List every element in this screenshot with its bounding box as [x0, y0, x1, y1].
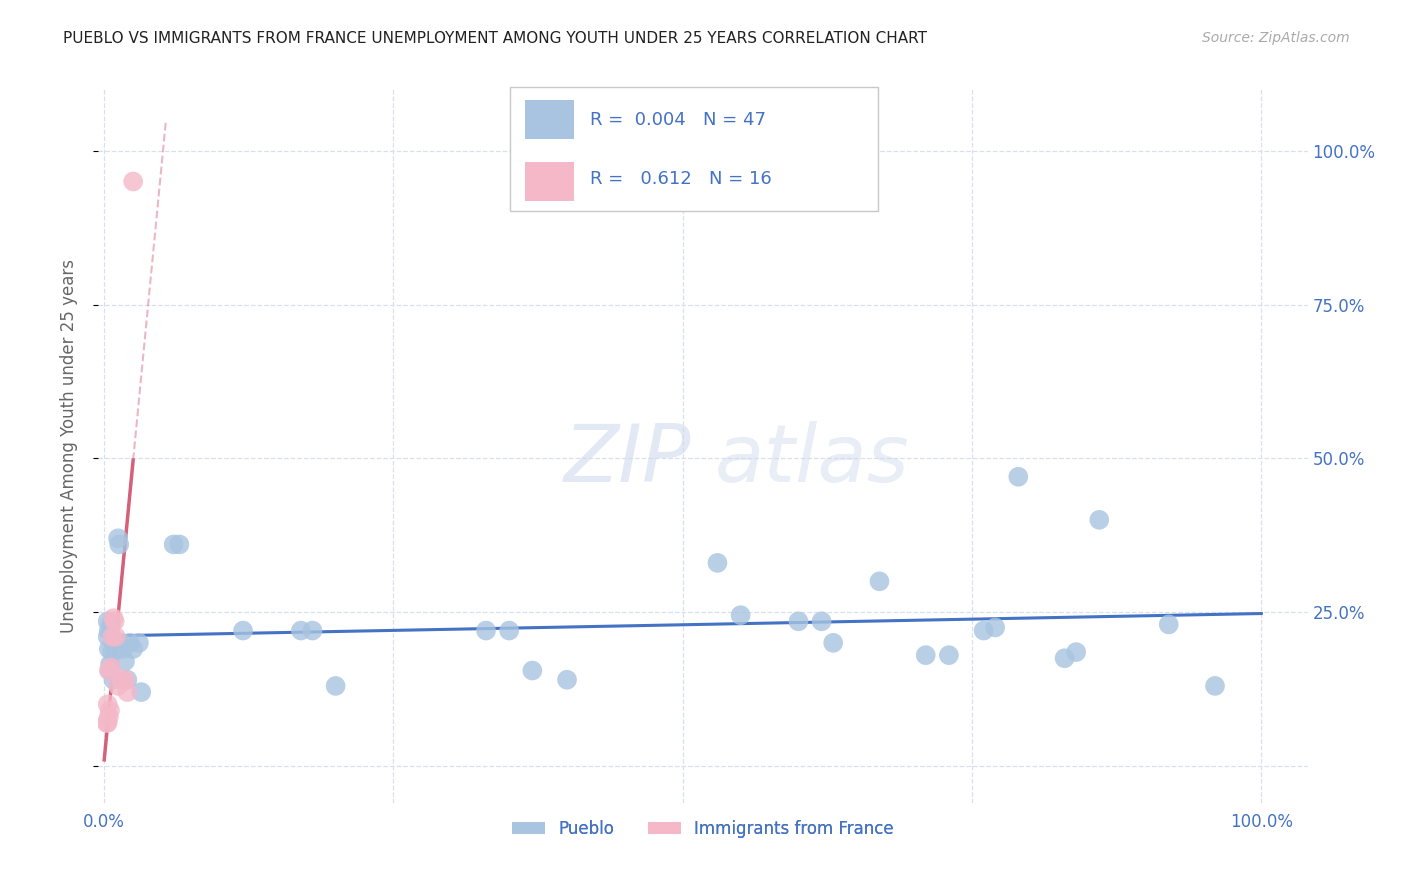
Point — [110, 673, 132, 687]
Point — [1007, 469, 1029, 483]
Point — [104, 630, 127, 644]
Point — [97, 642, 120, 657]
Point — [1053, 651, 1076, 665]
Point — [97, 624, 120, 638]
Point — [706, 556, 728, 570]
Point — [122, 174, 145, 188]
Point — [98, 664, 121, 678]
Point — [97, 698, 120, 712]
Point — [914, 648, 936, 662]
Legend: Pueblo, Immigrants from France: Pueblo, Immigrants from France — [505, 814, 901, 845]
Point — [104, 636, 127, 650]
Point — [823, 636, 845, 650]
Point — [1088, 513, 1111, 527]
Point — [104, 642, 127, 657]
Point — [96, 715, 118, 730]
Text: R =  0.004   N = 47: R = 0.004 N = 47 — [589, 111, 766, 128]
Point — [730, 608, 752, 623]
Point — [97, 715, 120, 730]
Point — [114, 673, 136, 687]
Point — [301, 624, 323, 638]
Point — [128, 636, 150, 650]
Point — [1064, 645, 1087, 659]
Point — [103, 611, 125, 625]
Point — [475, 624, 498, 638]
Point — [938, 648, 960, 662]
Point — [101, 630, 124, 644]
FancyBboxPatch shape — [510, 87, 879, 211]
Point — [103, 673, 125, 687]
Point — [110, 636, 132, 650]
Point — [522, 664, 544, 678]
Bar — [526, 162, 575, 202]
Point — [101, 645, 124, 659]
Text: ZIP: ZIP — [564, 421, 690, 500]
Point — [108, 537, 131, 551]
Point — [107, 679, 129, 693]
Point — [98, 657, 121, 672]
Point — [117, 673, 139, 687]
Point — [162, 537, 184, 551]
Point — [100, 660, 122, 674]
Point — [97, 630, 120, 644]
Point — [129, 685, 152, 699]
Text: R =   0.612   N = 16: R = 0.612 N = 16 — [589, 170, 772, 188]
Point — [787, 615, 810, 629]
Point — [169, 537, 191, 551]
Point — [107, 531, 129, 545]
Point — [232, 624, 254, 638]
Point — [118, 636, 141, 650]
Text: PUEBLO VS IMMIGRANTS FROM FRANCE UNEMPLOYMENT AMONG YOUTH UNDER 25 YEARS CORRELA: PUEBLO VS IMMIGRANTS FROM FRANCE UNEMPLO… — [63, 31, 928, 46]
Y-axis label: Unemployment Among Youth under 25 years: Unemployment Among Youth under 25 years — [59, 259, 77, 633]
Point — [498, 624, 520, 638]
Point — [1157, 617, 1180, 632]
Point — [869, 574, 891, 589]
Bar — [526, 100, 575, 139]
Point — [97, 709, 120, 723]
Point — [97, 664, 120, 678]
Point — [97, 615, 120, 629]
Point — [114, 654, 136, 668]
Text: Source: ZipAtlas.com: Source: ZipAtlas.com — [1202, 31, 1350, 45]
Point — [100, 617, 122, 632]
Point — [984, 620, 1007, 634]
Point — [98, 704, 121, 718]
Point — [1204, 679, 1226, 693]
Point — [117, 685, 139, 699]
Point — [973, 624, 995, 638]
Text: atlas: atlas — [716, 421, 910, 500]
Point — [810, 615, 832, 629]
Point — [325, 679, 347, 693]
Point — [104, 615, 127, 629]
Point — [122, 642, 145, 657]
Point — [290, 624, 312, 638]
Point — [111, 642, 134, 657]
Point — [555, 673, 578, 687]
